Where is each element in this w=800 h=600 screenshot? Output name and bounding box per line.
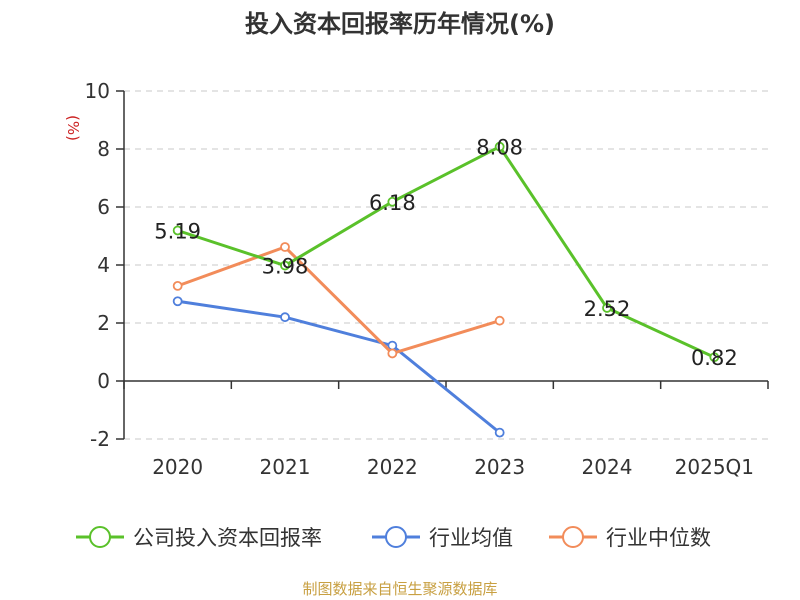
data-point bbox=[494, 427, 505, 438]
y-tick-label: 4 bbox=[97, 253, 110, 277]
data-point bbox=[494, 315, 505, 326]
data-label: 0.82 bbox=[691, 346, 738, 370]
data-label: 3.98 bbox=[262, 255, 309, 279]
y-tick-label: -2 bbox=[90, 427, 110, 451]
data-point bbox=[387, 196, 398, 207]
legend-label: 行业均值 bbox=[429, 526, 513, 550]
data-point bbox=[387, 348, 398, 359]
data-label: 8.08 bbox=[476, 136, 523, 160]
data-point bbox=[172, 296, 183, 307]
legend-swatch-marker bbox=[562, 526, 584, 548]
chart-title: 投入资本回报率历年情况(%) bbox=[245, 10, 555, 38]
data-label: 6.18 bbox=[369, 191, 416, 215]
data-label: 2.52 bbox=[584, 297, 631, 321]
data-point bbox=[387, 340, 398, 351]
x-tick-label: 2021 bbox=[260, 455, 311, 479]
y-axis-unit: (%) bbox=[64, 115, 82, 141]
data-point bbox=[172, 225, 183, 236]
data-point bbox=[280, 242, 290, 252]
data-point bbox=[172, 280, 183, 291]
y-tick-label: 0 bbox=[97, 369, 110, 393]
data-label: 5.19 bbox=[154, 219, 201, 243]
legend-swatch-marker bbox=[89, 526, 111, 548]
legend-label: 公司投入资本回报率 bbox=[133, 526, 322, 550]
data-point bbox=[494, 141, 505, 152]
legend-swatch-marker bbox=[385, 526, 407, 548]
y-tick-label: 8 bbox=[97, 137, 110, 161]
y-tick-label: 6 bbox=[97, 195, 110, 219]
series-line bbox=[177, 245, 501, 355]
x-tick-label: 2025Q1 bbox=[675, 455, 754, 479]
series-line bbox=[177, 145, 715, 359]
data-point bbox=[602, 303, 612, 313]
x-tick-label: 2020 bbox=[152, 455, 203, 479]
y-tick-label: 2 bbox=[97, 311, 110, 335]
x-tick-label: 2024 bbox=[582, 455, 633, 479]
series-line bbox=[177, 299, 501, 434]
x-tick-label: 2023 bbox=[474, 455, 525, 479]
y-tick-label: 10 bbox=[85, 79, 110, 103]
data-point bbox=[280, 260, 290, 271]
data-point bbox=[709, 352, 720, 363]
source-note: 制图数据来自恒生聚源数据库 bbox=[302, 580, 498, 598]
data-point bbox=[280, 312, 290, 323]
legend-label: 行业中位数 bbox=[606, 526, 711, 550]
x-tick-label: 2022 bbox=[367, 455, 418, 479]
